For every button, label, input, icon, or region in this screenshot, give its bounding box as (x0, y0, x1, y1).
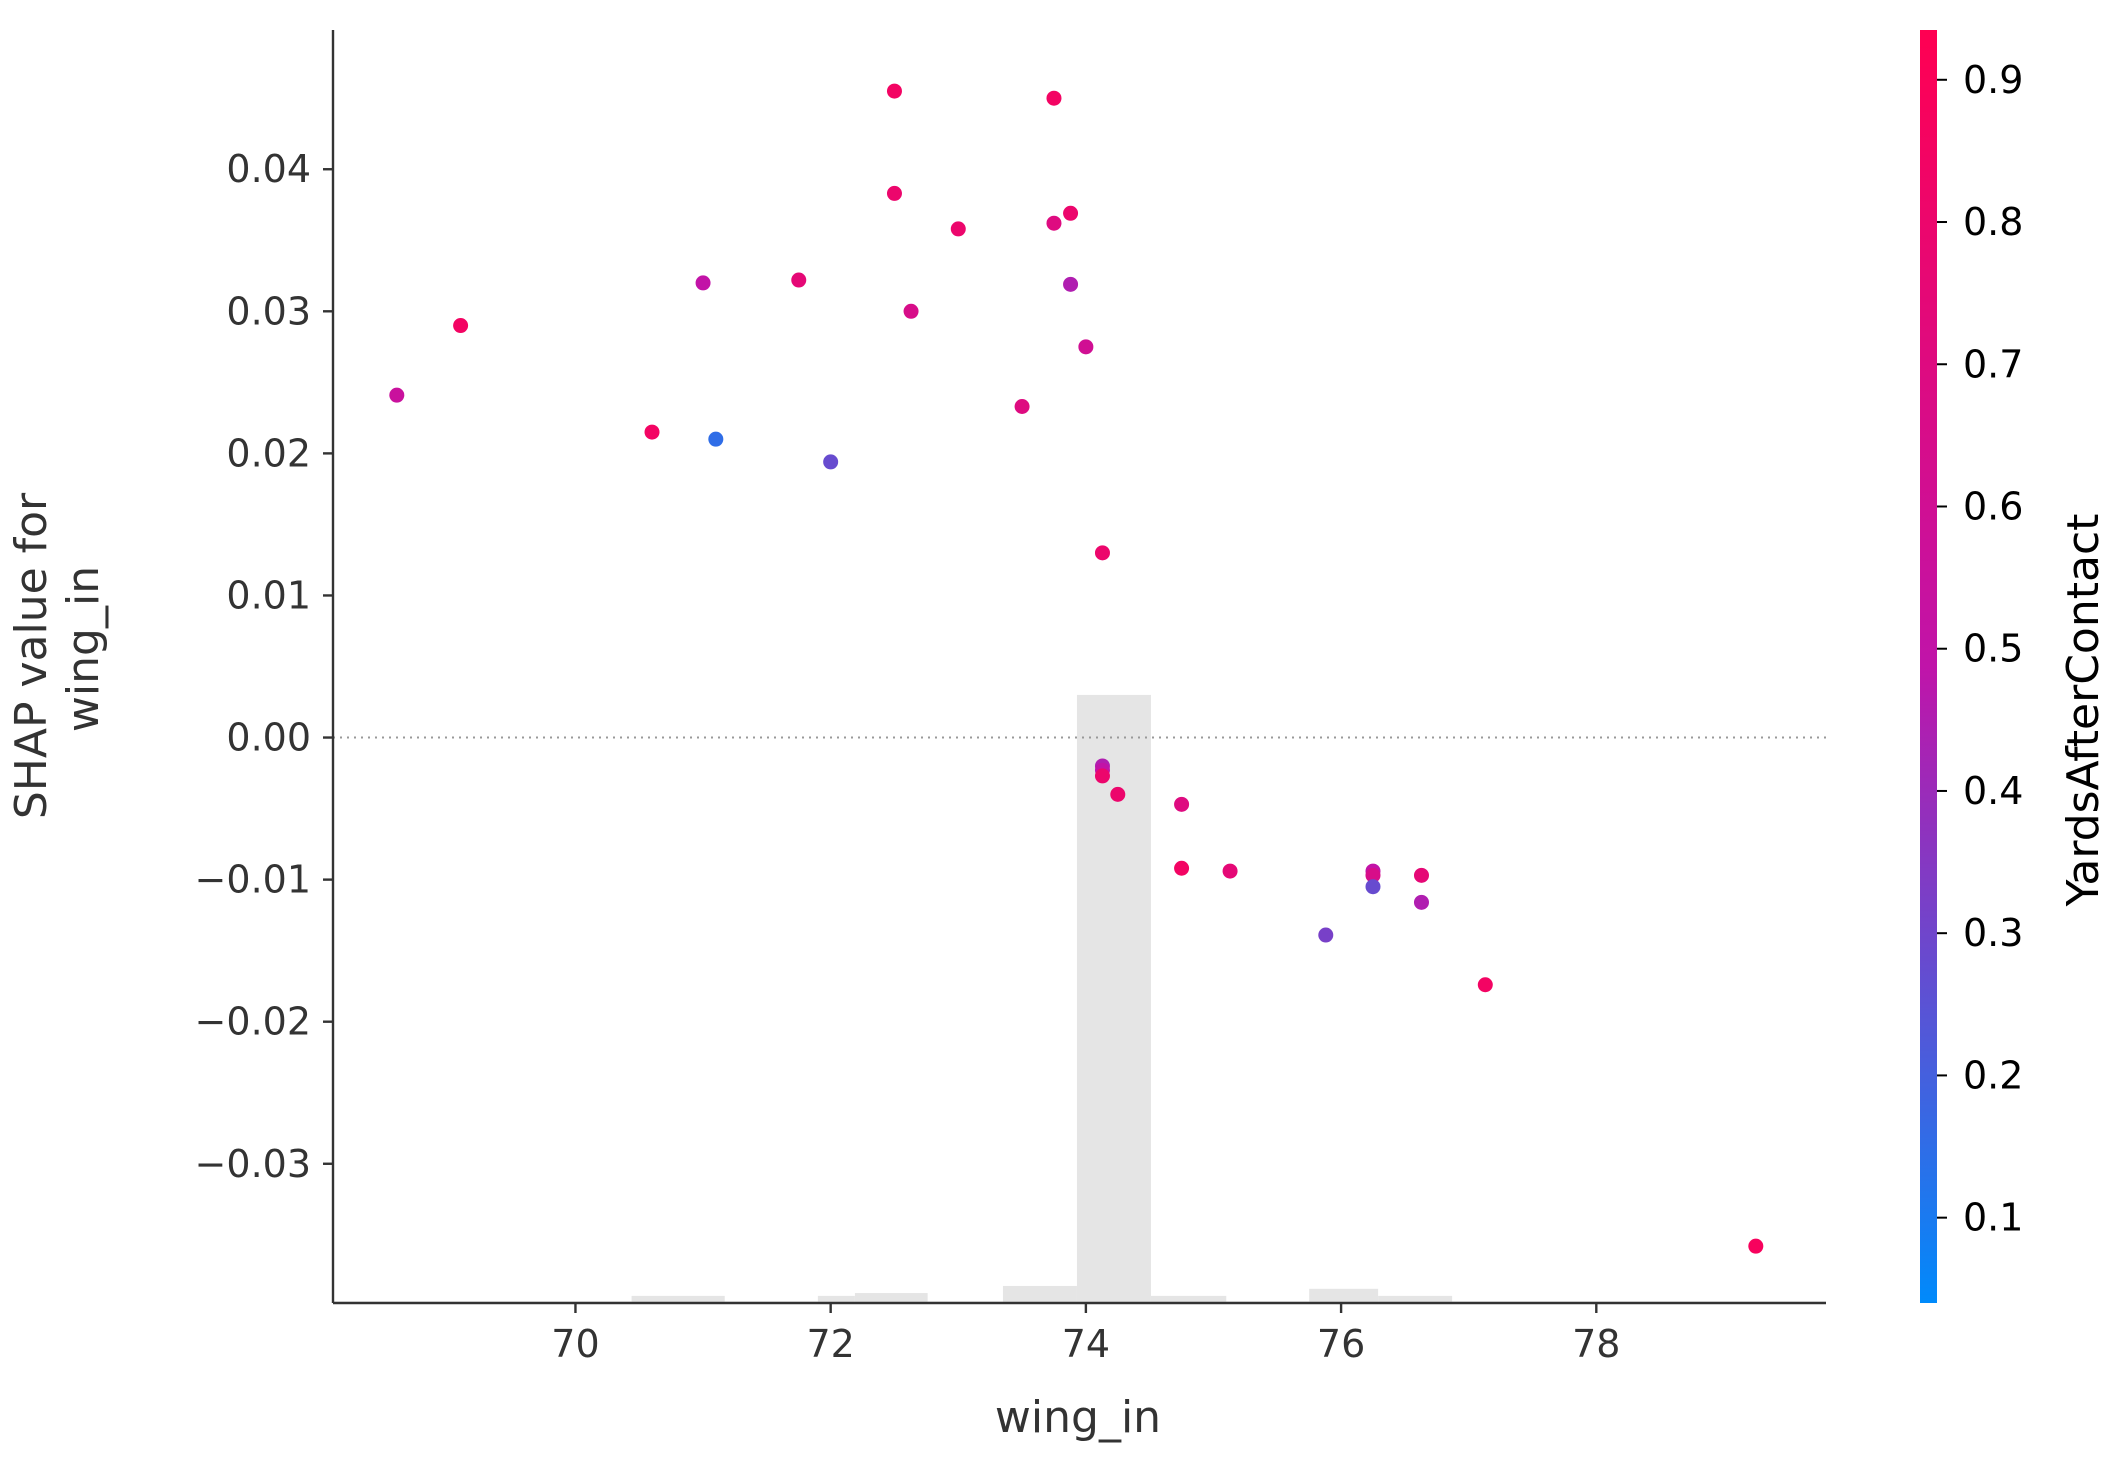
histogram (333, 694, 1826, 1303)
data-point (1094, 545, 1110, 561)
axes (331, 30, 1826, 1305)
data-point (644, 424, 660, 440)
data-point (1046, 90, 1062, 106)
data-point (389, 387, 405, 403)
x-axis-title: wing_in (995, 1392, 1161, 1443)
y-tick-label: 0.01 (226, 573, 311, 617)
data-point (886, 185, 902, 201)
data-point (903, 303, 919, 319)
x-tick-label: 78 (1572, 1322, 1620, 1366)
x-tick-label: 70 (551, 1322, 599, 1366)
histogram-bar (1076, 694, 1151, 1303)
y-ticks: 0.04 0.03 0.02 0.01 0.00 −0.01 −0.02 −0.03 (195, 147, 333, 1186)
x-tick-label: 76 (1317, 1322, 1365, 1366)
data-point (1318, 927, 1334, 943)
data-point (950, 221, 966, 237)
colorbar-tick-label: 0.6 (1963, 484, 2023, 528)
colorbar-tick-label: 0.7 (1963, 342, 2023, 386)
x-ticks: 70 72 74 76 78 (551, 1303, 1620, 1366)
data-point (695, 275, 711, 291)
scatter-points (389, 83, 1764, 1254)
x-tick-label: 72 (806, 1322, 854, 1366)
y-tick-label: −0.02 (195, 1000, 311, 1044)
colorbar-title: YardsAfterContact (2058, 514, 2109, 908)
data-point (1365, 867, 1381, 883)
data-point (1748, 1238, 1764, 1254)
y-axis-title-line-1: SHAP value for (6, 492, 57, 819)
colorbar-tick-label: 0.9 (1963, 58, 2023, 102)
data-point (886, 83, 902, 99)
data-point (1110, 786, 1126, 802)
data-point (1094, 768, 1110, 784)
histogram-bar (817, 1295, 855, 1303)
colorbar-tick-label: 0.1 (1963, 1196, 2023, 1240)
colorbar-tick-label: 0.8 (1963, 200, 2023, 244)
data-point (1174, 860, 1190, 876)
colorbar-tick-label: 0.2 (1963, 1053, 2023, 1097)
data-point (453, 318, 469, 334)
data-point (1365, 879, 1381, 895)
data-point (1078, 339, 1094, 355)
data-point (1063, 276, 1079, 292)
data-point (708, 431, 724, 447)
colorbar-tick-label: 0.3 (1963, 911, 2023, 955)
colorbar-tick-label: 0.4 (1963, 769, 2023, 813)
data-point (823, 454, 839, 470)
y-tick-label: 0.03 (226, 289, 311, 333)
colorbar: 0.1 0.2 0.3 0.4 0.5 0.6 0.7 0.8 0.9 YardsAfterCo… (1920, 30, 2109, 1303)
data-point (1046, 215, 1062, 231)
y-axis-title-line-2: wing_in (58, 566, 109, 732)
y-tick-label: 0.04 (226, 147, 311, 191)
histogram-bar (1378, 1295, 1453, 1303)
histogram-bar (1150, 1295, 1227, 1303)
histogram-bar (631, 1295, 725, 1303)
y-axis-title: SHAP value for wing_in (6, 479, 109, 819)
data-point (1413, 894, 1429, 910)
data-point (1063, 205, 1079, 221)
x-tick-label: 74 (1062, 1322, 1110, 1366)
colorbar-gradient (1920, 30, 1937, 1303)
data-point (1174, 796, 1190, 812)
y-tick-label: 0.02 (226, 431, 311, 475)
data-point (1014, 399, 1030, 415)
data-point (1477, 977, 1493, 993)
y-tick-label: 0.00 (226, 716, 311, 760)
histogram-bar (1002, 1285, 1077, 1303)
y-tick-label: −0.03 (195, 1142, 311, 1186)
histogram-bar (1309, 1288, 1379, 1303)
y-tick-label: −0.01 (195, 858, 311, 902)
data-point (1222, 863, 1238, 879)
histogram-bar (854, 1293, 928, 1303)
data-point (1413, 867, 1429, 883)
colorbar-ticks: 0.1 0.2 0.3 0.4 0.5 0.6 0.7 0.8 0.9 (1937, 58, 2023, 1240)
colorbar-tick-label: 0.5 (1963, 627, 2023, 671)
data-point (791, 272, 807, 288)
